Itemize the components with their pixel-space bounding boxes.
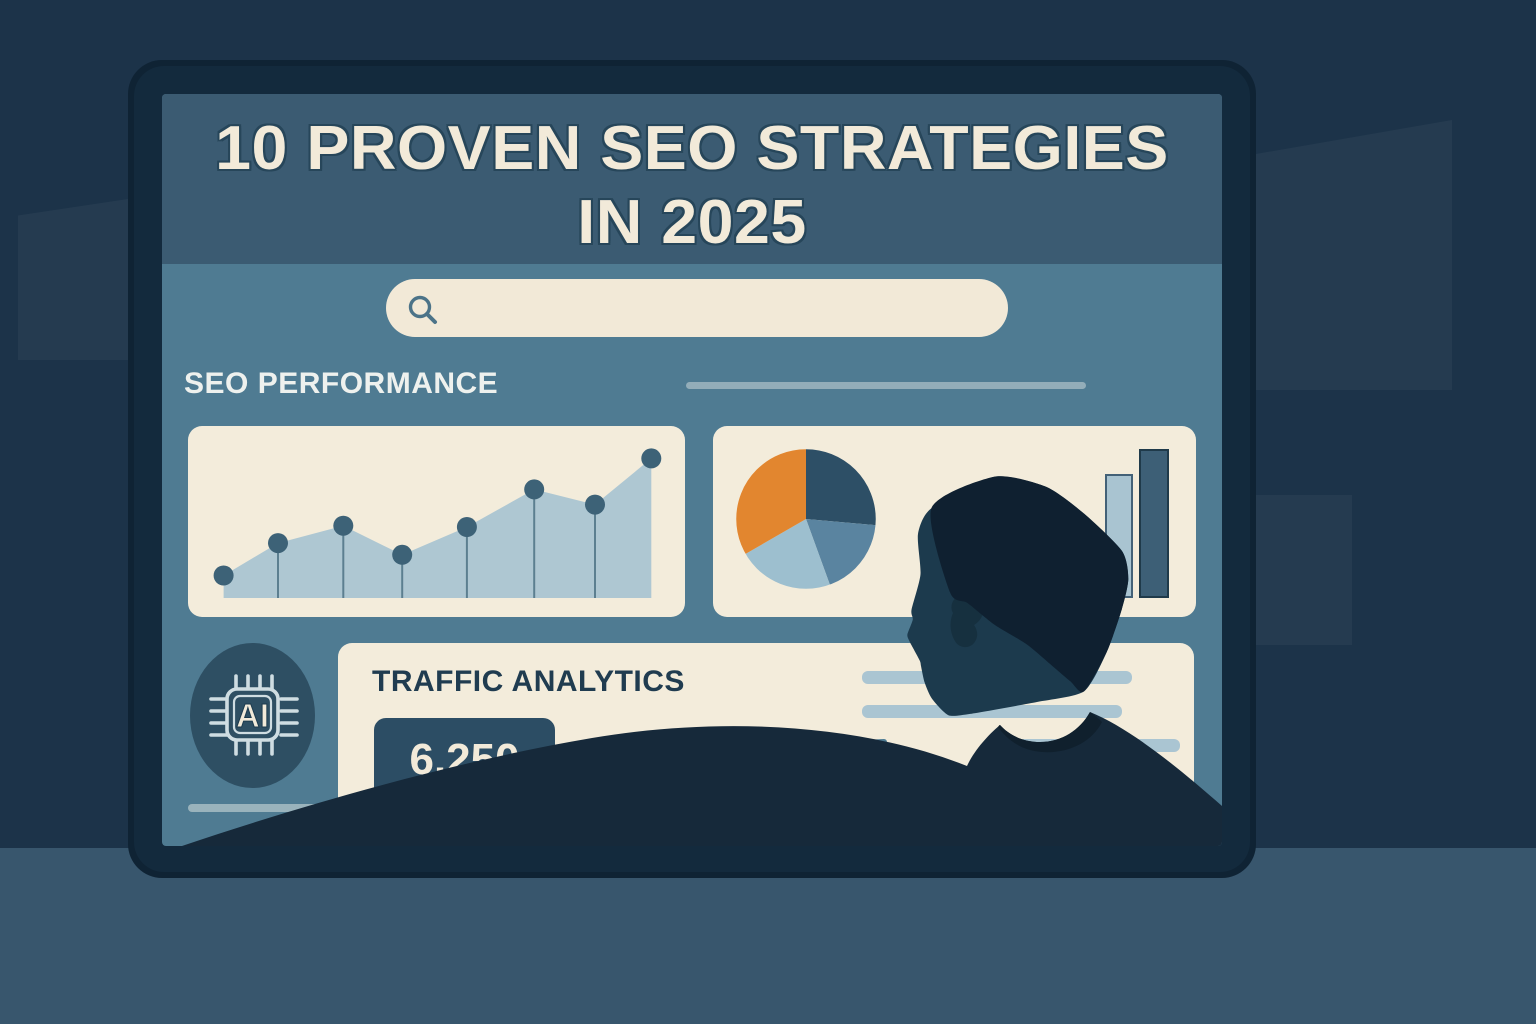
svg-text:AI: AI [236,697,269,734]
